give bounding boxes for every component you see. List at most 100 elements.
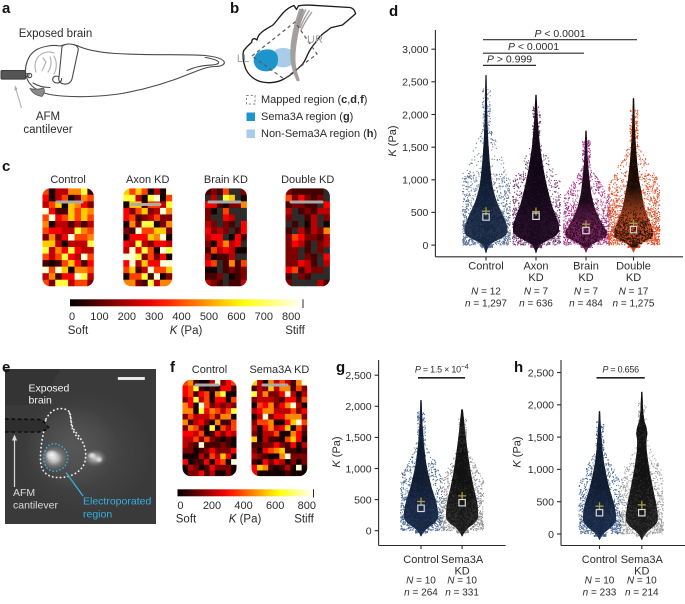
svg-text:c: c (2, 158, 10, 175)
svg-text:e: e (2, 359, 10, 376)
svg-text:Exposed brain: Exposed brain (19, 28, 93, 40)
svg-text:100: 100 (90, 311, 108, 323)
svg-text:h: h (514, 359, 523, 376)
svg-text:K (Pa): K (Pa) (229, 514, 262, 526)
svg-text:400: 400 (234, 500, 252, 512)
svg-text:1,500: 1,500 (402, 142, 428, 154)
svg-text:0: 0 (69, 311, 75, 323)
svg-text:Stiff: Stiff (294, 514, 314, 526)
svg-text:1,500: 1,500 (345, 432, 371, 444)
svg-text:Axon KD: Axon KD (126, 174, 169, 186)
svg-text:400: 400 (172, 311, 190, 323)
svg-text:Brain: Brain (573, 261, 599, 273)
svg-text:600: 600 (266, 500, 284, 512)
svg-text:Axon: Axon (523, 261, 548, 273)
svg-text:2,500: 2,500 (345, 370, 371, 382)
svg-text:Control: Control (468, 261, 503, 273)
svg-text:Non-Sema3A region (h): Non-Sema3A region (h) (261, 128, 377, 140)
svg-text:1,000: 1,000 (345, 463, 371, 475)
svg-text:brain: brain (29, 395, 53, 407)
svg-text:N = 7: N = 7 (524, 286, 549, 297)
svg-text:g: g (336, 359, 345, 376)
svg-text:700: 700 (255, 311, 273, 323)
svg-text:200: 200 (118, 311, 136, 323)
svg-text:500: 500 (536, 497, 554, 509)
svg-text:cantilever: cantilever (23, 124, 72, 136)
svg-text:AFM: AFM (36, 111, 60, 123)
svg-text:Exposed: Exposed (29, 383, 70, 395)
svg-text:n = 1,275: n = 1,275 (613, 298, 655, 309)
svg-text:Sema3A: Sema3A (621, 554, 664, 566)
svg-text:2,000: 2,000 (402, 109, 428, 121)
svg-text:N = 10: N = 10 (585, 576, 615, 587)
svg-text:800: 800 (282, 311, 300, 323)
svg-text:3,000: 3,000 (402, 44, 428, 56)
svg-text:Control: Control (192, 364, 227, 376)
svg-text:200: 200 (203, 500, 221, 512)
svg-text:KD: KD (454, 566, 469, 578)
svg-text:Brain KD: Brain KD (204, 174, 248, 186)
svg-text:N = 10: N = 10 (447, 576, 477, 587)
svg-text:P > 0.999: P > 0.999 (487, 53, 532, 65)
svg-text:500: 500 (200, 311, 218, 323)
svg-text:n = 264: n = 264 (404, 588, 438, 599)
svg-text:1,000: 1,000 (528, 464, 554, 476)
svg-text:UR: UR (307, 34, 323, 46)
svg-text:LL: LL (237, 53, 249, 65)
svg-text:K (Pa): K (Pa) (170, 325, 203, 337)
svg-text:0: 0 (548, 529, 554, 541)
svg-text:KD: KD (578, 272, 593, 284)
svg-text:n = 1,297: n = 1,297 (465, 298, 507, 309)
svg-text:Soft: Soft (68, 325, 89, 337)
svg-text:Soft: Soft (176, 514, 197, 526)
svg-text:P < 0.0001: P < 0.0001 (534, 28, 585, 40)
svg-text:Sema3A KD: Sema3A KD (249, 364, 309, 376)
svg-text:Mapped region (c,d,f): Mapped region (c,d,f) (261, 94, 367, 106)
svg-text:N = 7: N = 7 (574, 286, 599, 297)
svg-text:d: d (389, 3, 398, 20)
svg-text:1,000: 1,000 (402, 175, 428, 187)
svg-text:f: f (170, 359, 176, 376)
svg-text:AFM: AFM (13, 487, 35, 499)
svg-text:KD: KD (528, 272, 543, 284)
svg-text:K (Pa): K (Pa) (387, 125, 399, 156)
svg-text:KD: KD (626, 272, 641, 284)
svg-text:500: 500 (354, 494, 372, 506)
svg-text:region: region (83, 509, 112, 521)
svg-text:n = 484: n = 484 (569, 298, 603, 309)
svg-text:Control: Control (50, 174, 85, 186)
svg-text:500: 500 (411, 207, 429, 219)
svg-text:2,500: 2,500 (402, 77, 428, 89)
svg-text:N = 10: N = 10 (406, 576, 436, 587)
svg-text:0: 0 (423, 240, 429, 252)
svg-text:Electroporated: Electroporated (83, 496, 151, 508)
svg-text:1,500: 1,500 (528, 432, 554, 444)
svg-text:N = 10: N = 10 (627, 576, 657, 587)
svg-text:Double KD: Double KD (281, 174, 334, 186)
svg-text:Control: Control (582, 554, 617, 566)
svg-text:a: a (2, 0, 11, 17)
svg-text:Double: Double (616, 261, 651, 273)
svg-text:0: 0 (177, 500, 183, 512)
svg-text:Sema3A: Sema3A (441, 554, 484, 566)
svg-text:n = 214: n = 214 (625, 588, 659, 599)
svg-text:2,000: 2,000 (345, 401, 371, 413)
svg-text:P = 0.656: P = 0.656 (602, 364, 639, 374)
svg-text:cantilever: cantilever (13, 500, 58, 512)
svg-text:KD: KD (634, 566, 649, 578)
svg-text:2,000: 2,000 (528, 400, 554, 412)
svg-text:n = 636: n = 636 (519, 298, 553, 309)
svg-text:0: 0 (366, 526, 372, 538)
svg-text:K (Pa): K (Pa) (511, 436, 523, 467)
svg-text:K (Pa): K (Pa) (331, 436, 343, 467)
svg-text:n = 331: n = 331 (445, 588, 479, 599)
svg-text:b: b (230, 0, 239, 17)
svg-text:Sema3A region (g): Sema3A region (g) (261, 111, 353, 123)
svg-text:Control: Control (403, 554, 438, 566)
svg-text:Stiff: Stiff (285, 325, 305, 337)
svg-text:600: 600 (227, 311, 245, 323)
svg-text:300: 300 (145, 311, 163, 323)
svg-text:P = 1.5 × 10−4: P = 1.5 × 10−4 (415, 364, 469, 375)
svg-text:N = 17: N = 17 (619, 286, 649, 297)
svg-text:2,500: 2,500 (528, 367, 554, 379)
